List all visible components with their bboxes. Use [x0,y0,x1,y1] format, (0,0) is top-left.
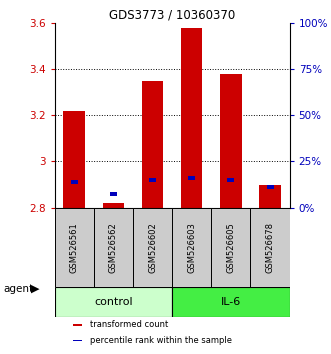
Text: ▶: ▶ [31,284,40,293]
Text: IL-6: IL-6 [221,297,241,307]
Title: GDS3773 / 10360370: GDS3773 / 10360370 [109,9,235,22]
Bar [103,203,124,207]
Bar [188,176,195,180]
Bar [227,178,234,182]
Bar [251,207,290,287]
Bar [259,184,281,207]
Text: agent: agent [3,284,33,293]
Bar [142,81,163,207]
Text: transformed count: transformed count [90,320,168,329]
Bar [55,287,172,318]
Text: GSM526678: GSM526678 [265,222,274,273]
Bar [71,180,78,184]
Bar [64,111,85,207]
Text: control: control [94,297,133,307]
Bar [149,178,156,182]
Bar [55,207,94,287]
Text: GSM526603: GSM526603 [187,222,196,273]
Bar [133,207,172,287]
Text: GSM526605: GSM526605 [226,222,235,273]
Bar [220,74,242,207]
Bar [110,192,117,196]
Bar [172,287,290,318]
Bar [211,207,251,287]
Bar [266,185,273,189]
Bar [73,324,82,326]
Text: GSM526602: GSM526602 [148,222,157,273]
Text: GSM526561: GSM526561 [70,222,79,273]
Bar [94,207,133,287]
Bar [172,207,211,287]
Bar [73,340,82,342]
Text: percentile rank within the sample: percentile rank within the sample [90,336,232,345]
Text: GSM526562: GSM526562 [109,222,118,273]
Bar [181,28,203,207]
